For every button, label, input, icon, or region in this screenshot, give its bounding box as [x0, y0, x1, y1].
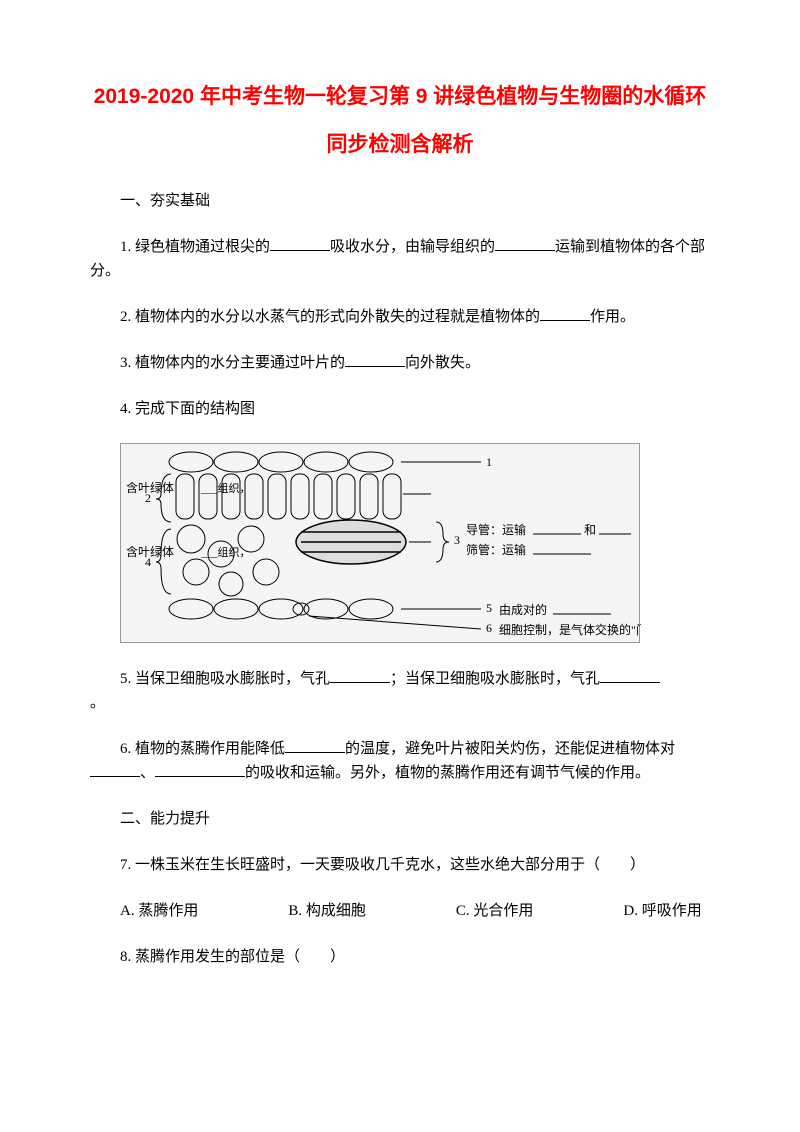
- q6-text-c: 、: [140, 765, 155, 781]
- title-line2: 同步检测含解析: [90, 128, 710, 162]
- question-7: 7. 一株玉米在生长旺盛时，一天要吸收几千克水，这些水绝大部分用于（ ）: [90, 853, 710, 877]
- q2-text-b: 作用。: [590, 309, 635, 325]
- q1-blank-2: [495, 236, 555, 251]
- q1-text-a: 1. 绿色植物通过根尖的: [120, 239, 270, 255]
- diagram-svg: 1 2 3 4 5 6 含叶绿体 含叶绿体 ___组织， ___组织， 导管：运…: [121, 444, 641, 644]
- svg-text:和: 和: [584, 523, 596, 537]
- q5-text-b: ；当保卫细胞吸水膨胀时，气孔: [390, 671, 600, 687]
- q7-opt-d: D. 呼吸作用: [593, 899, 701, 923]
- q3-blank-1: [345, 352, 405, 367]
- q6-text-a: 6. 植物的蒸腾作用能降低: [120, 741, 285, 757]
- q5-text-c: 。: [90, 695, 105, 711]
- question-1: 1. 绿色植物通过根尖的吸收水分，由输导组织的运输到植物体的各个部分。: [90, 235, 710, 283]
- question-8: 8. 蒸腾作用发生的部位是（ ）: [90, 945, 710, 969]
- svg-text:含叶绿体: 含叶绿体: [126, 480, 174, 495]
- svg-text:___组织，: ___组织，: [200, 545, 251, 559]
- question-4: 4. 完成下面的结构图: [90, 397, 710, 421]
- svg-text:细胞控制，是气体交换的"门户": 细胞控制，是气体交换的"门户": [499, 622, 641, 637]
- q5-blank-2: [600, 668, 660, 683]
- svg-text:3: 3: [454, 533, 460, 547]
- title-line1: 2019-2020 年中考生物一轮复习第 9 讲绿色植物与生物圈的水循环: [90, 80, 710, 114]
- q5-text-a: 5. 当保卫细胞吸水膨胀时，气孔: [120, 671, 330, 687]
- q1-blank-1: [270, 236, 330, 251]
- q3-text-a: 3. 植物体内的水分主要通过叶片的: [120, 355, 345, 371]
- q3-text-b: 向外散失。: [405, 355, 480, 371]
- diagram-num-1: 1: [486, 455, 492, 469]
- section-2-header: 二、能力提升: [90, 807, 710, 831]
- q5-blank-1: [330, 668, 390, 683]
- q7-opt-a: A. 蒸腾作用: [90, 899, 198, 923]
- svg-text:6: 6: [486, 621, 492, 635]
- svg-text:___组织，: ___组织，: [200, 481, 251, 495]
- q2-text-a: 2. 植物体内的水分以水蒸气的形式向外散失的过程就是植物体的: [120, 309, 540, 325]
- q6-blank-2: [90, 762, 140, 777]
- q2-blank-1: [540, 306, 590, 321]
- leaf-structure-diagram: 1 2 3 4 5 6 含叶绿体 含叶绿体 ___组织， ___组织， 导管：运…: [120, 443, 640, 643]
- q7-opt-c: C. 光合作用: [426, 899, 534, 923]
- q6-text-b: 的温度，避免叶片被阳关灼伤，还能促进植物体对: [345, 741, 675, 757]
- question-7-options: A. 蒸腾作用 B. 构成细胞 C. 光合作用 D. 呼吸作用: [90, 899, 710, 923]
- section-1-header: 一、夯实基础: [90, 189, 710, 213]
- q6-text-d: 的吸收和运输。另外，植物的蒸腾作用还有调节气候的作用。: [245, 765, 650, 781]
- q1-text-b: 吸收水分，由输导组织的: [330, 239, 495, 255]
- svg-text:含叶绿体: 含叶绿体: [126, 544, 174, 559]
- question-6: 6. 植物的蒸腾作用能降低 的温度，避免叶片被阳关灼伤，还能促进植物体对、 的吸收和…: [90, 737, 710, 785]
- svg-text:筛管：运输: 筛管：运输: [466, 542, 526, 557]
- svg-text:由成对的: 由成对的: [499, 602, 547, 617]
- svg-text:导管：运输: 导管：运输: [466, 522, 526, 537]
- q7-opt-b: B. 构成细胞: [258, 899, 366, 923]
- question-2: 2. 植物体内的水分以水蒸气的形式向外散失的过程就是植物体的 作用。: [90, 305, 710, 329]
- q6-blank-3: [155, 762, 245, 777]
- q6-blank-1: [285, 738, 345, 753]
- question-5: 5. 当保卫细胞吸水膨胀时，气孔 ；当保卫细胞吸水膨胀时，气孔。: [90, 667, 710, 715]
- question-3: 3. 植物体内的水分主要通过叶片的 向外散失。: [90, 351, 710, 375]
- svg-text:5: 5: [486, 601, 492, 615]
